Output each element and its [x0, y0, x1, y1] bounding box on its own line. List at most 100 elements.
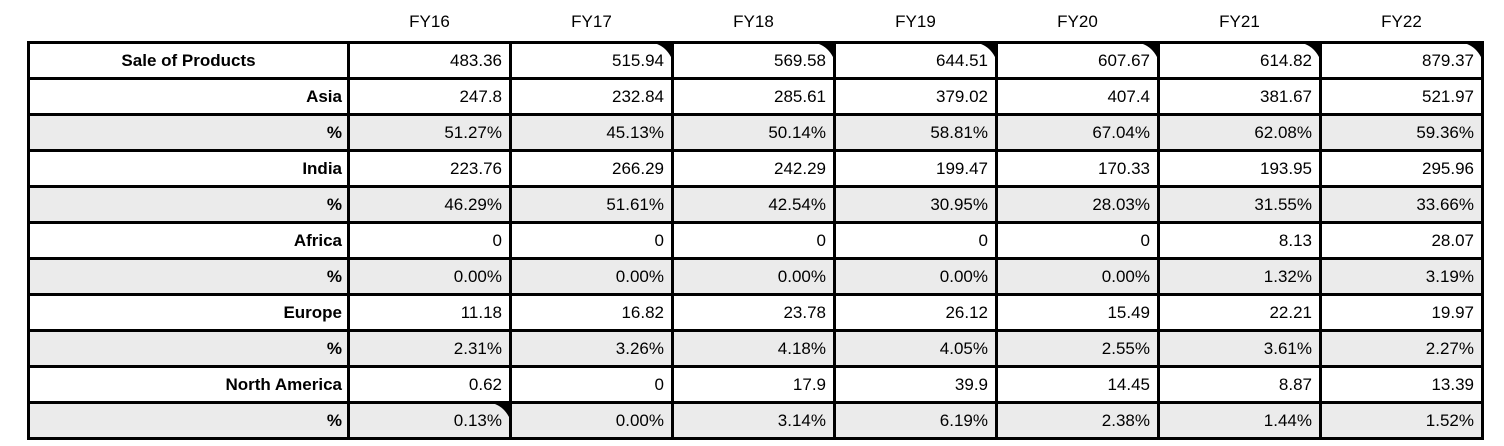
- data-cell[interactable]: 285.61: [671, 77, 836, 116]
- data-cell[interactable]: 521.97: [1319, 77, 1484, 116]
- data-cell[interactable]: 3.19%: [1319, 257, 1484, 296]
- data-cell[interactable]: 1.52%: [1319, 401, 1484, 440]
- data-cell[interactable]: 30.95%: [833, 185, 998, 224]
- data-cell[interactable]: 42.54%: [671, 185, 836, 224]
- data-cell[interactable]: 0.62: [347, 365, 512, 404]
- row-label-cell[interactable]: Africa: [27, 221, 350, 260]
- data-cell[interactable]: 39.9: [833, 365, 998, 404]
- data-cell[interactable]: 4.05%: [833, 329, 998, 368]
- data-cell[interactable]: 170.33: [995, 149, 1160, 188]
- cell-value: 31.55%: [1254, 194, 1312, 214]
- data-cell[interactable]: 67.04%: [995, 113, 1160, 152]
- row-label-cell[interactable]: %: [27, 113, 350, 152]
- data-cell[interactable]: 1.44%: [1157, 401, 1322, 440]
- data-cell[interactable]: 381.67: [1157, 77, 1322, 116]
- data-cell[interactable]: 28.07: [1319, 221, 1484, 260]
- cell-value: 51.27%: [444, 122, 502, 142]
- data-cell[interactable]: 607.67: [995, 41, 1160, 80]
- data-cell[interactable]: 0: [347, 221, 512, 260]
- data-cell[interactable]: 15.49: [995, 293, 1160, 332]
- cell-value: 381.67: [1260, 86, 1312, 106]
- data-cell[interactable]: 3.26%: [509, 329, 674, 368]
- data-cell[interactable]: 51.61%: [509, 185, 674, 224]
- data-cell[interactable]: 515.94: [509, 41, 674, 80]
- row-label-cell[interactable]: %: [27, 185, 350, 224]
- cell-value: 23.78: [783, 302, 826, 322]
- data-cell[interactable]: 266.29: [509, 149, 674, 188]
- row-label-cell[interactable]: North America: [27, 365, 350, 404]
- data-cell[interactable]: 0.00%: [347, 257, 512, 296]
- data-cell[interactable]: 50.14%: [671, 113, 836, 152]
- data-cell[interactable]: 31.55%: [1157, 185, 1322, 224]
- row-label-cell[interactable]: %: [27, 257, 350, 296]
- data-cell[interactable]: 45.13%: [509, 113, 674, 152]
- row-label-cell[interactable]: %: [27, 401, 350, 440]
- data-cell[interactable]: 46.29%: [347, 185, 512, 224]
- data-cell[interactable]: 0.00%: [509, 401, 674, 440]
- table-row: % 46.29% 51.61% 42.54% 30.95% 28.03% 31.55% 33.…: [27, 185, 1484, 224]
- data-cell[interactable]: 0: [509, 221, 674, 260]
- data-cell[interactable]: 223.76: [347, 149, 512, 188]
- data-cell[interactable]: 16.82: [509, 293, 674, 332]
- data-cell[interactable]: 33.66%: [1319, 185, 1484, 224]
- cell-value: 0.00%: [777, 266, 826, 286]
- row-label-cell[interactable]: %: [27, 329, 350, 368]
- data-cell[interactable]: 13.39: [1319, 365, 1484, 404]
- column-header-fy22: FY22: [1381, 12, 1422, 31]
- table-row: Europe 11.18 16.82 23.78 26.12 15.49 22.21 19.9…: [27, 293, 1484, 332]
- data-cell[interactable]: 2.55%: [995, 329, 1160, 368]
- data-cell[interactable]: 483.36: [347, 41, 512, 80]
- data-cell[interactable]: 0.00%: [833, 257, 998, 296]
- data-cell[interactable]: 3.61%: [1157, 329, 1322, 368]
- data-cell[interactable]: 199.47: [833, 149, 998, 188]
- data-cell[interactable]: 0.00%: [995, 257, 1160, 296]
- data-cell[interactable]: 242.29: [671, 149, 836, 188]
- data-cell[interactable]: 407.4: [995, 77, 1160, 116]
- row-label-cell[interactable]: Sale of Products: [27, 41, 350, 80]
- data-cell[interactable]: 6.19%: [833, 401, 998, 440]
- data-cell[interactable]: 51.27%: [347, 113, 512, 152]
- data-cell[interactable]: 23.78: [671, 293, 836, 332]
- data-cell[interactable]: 59.36%: [1319, 113, 1484, 152]
- data-cell[interactable]: 8.13: [1157, 221, 1322, 260]
- data-cell[interactable]: 232.84: [509, 77, 674, 116]
- data-cell[interactable]: 0.00%: [509, 257, 674, 296]
- data-cell[interactable]: 0: [509, 365, 674, 404]
- data-cell[interactable]: 2.38%: [995, 401, 1160, 440]
- data-cell[interactable]: 569.58: [671, 41, 836, 80]
- data-cell[interactable]: 644.51: [833, 41, 998, 80]
- row-label-cell[interactable]: India: [27, 149, 350, 188]
- data-cell[interactable]: 19.97: [1319, 293, 1484, 332]
- data-cell[interactable]: 0: [833, 221, 998, 260]
- cell-value: 379.02: [936, 86, 988, 106]
- data-cell[interactable]: 379.02: [833, 77, 998, 116]
- data-cell[interactable]: 247.8: [347, 77, 512, 116]
- data-cell[interactable]: 0: [995, 221, 1160, 260]
- data-cell[interactable]: 17.9: [671, 365, 836, 404]
- data-cell[interactable]: 0: [671, 221, 836, 260]
- data-cell[interactable]: 295.96: [1319, 149, 1484, 188]
- row-label-cell[interactable]: Europe: [27, 293, 350, 332]
- data-cell[interactable]: 62.08%: [1157, 113, 1322, 152]
- row-label-cell[interactable]: Asia: [27, 77, 350, 116]
- data-cell[interactable]: 28.03%: [995, 185, 1160, 224]
- data-cell[interactable]: 58.81%: [833, 113, 998, 152]
- data-cell[interactable]: 14.45: [995, 365, 1160, 404]
- data-cell[interactable]: 26.12: [833, 293, 998, 332]
- cell-value: 242.29: [774, 158, 826, 178]
- data-cell[interactable]: 2.27%: [1319, 329, 1484, 368]
- data-cell[interactable]: 2.31%: [347, 329, 512, 368]
- data-cell[interactable]: 11.18: [347, 293, 512, 332]
- data-cell[interactable]: 22.21: [1157, 293, 1322, 332]
- data-cell[interactable]: 1.32%: [1157, 257, 1322, 296]
- cell-value: 6.19%: [939, 410, 988, 430]
- data-cell[interactable]: 879.37: [1319, 41, 1484, 80]
- data-cell[interactable]: 8.87: [1157, 365, 1322, 404]
- data-cell[interactable]: 3.14%: [671, 401, 836, 440]
- data-cell[interactable]: 193.95: [1157, 149, 1322, 188]
- data-cell[interactable]: 614.82: [1157, 41, 1322, 80]
- data-cell[interactable]: 0.13%: [347, 401, 512, 440]
- data-cell[interactable]: 4.18%: [671, 329, 836, 368]
- column-header-fy20: FY20: [1057, 12, 1098, 31]
- data-cell[interactable]: 0.00%: [671, 257, 836, 296]
